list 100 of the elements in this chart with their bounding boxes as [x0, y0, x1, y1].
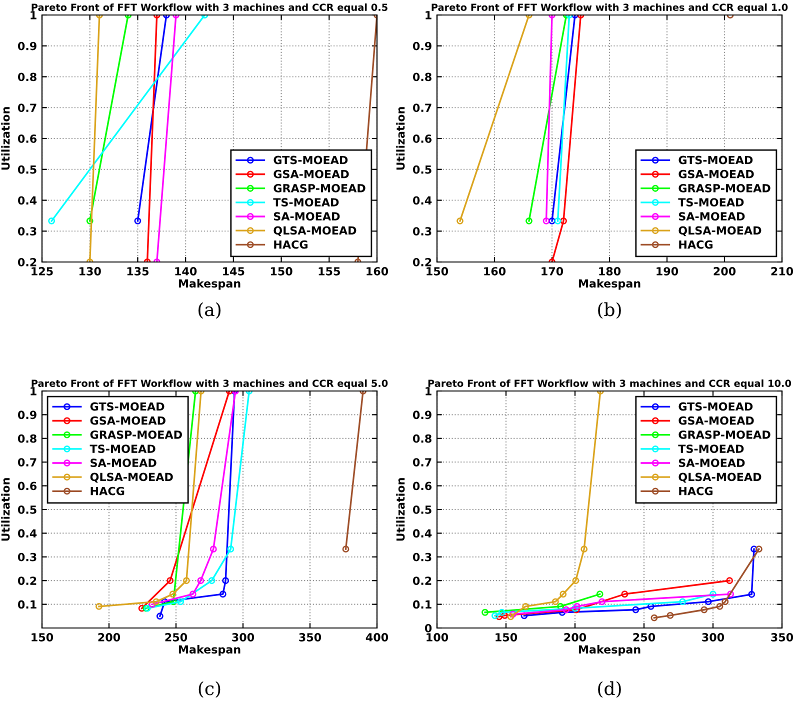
- x-tick-label: 150: [270, 267, 292, 276]
- y-tick-label: 0.4: [412, 196, 432, 205]
- legend-label: GTS-MOEAD: [90, 402, 164, 411]
- y-tick-label: 0.6: [412, 134, 432, 143]
- y-tick-label: 0.3: [18, 227, 36, 236]
- legend-label: SA-MOEAD: [678, 458, 745, 468]
- x-tick-label: 200: [564, 633, 586, 642]
- x-tick-label: 140: [175, 267, 197, 276]
- x-tick-label: 250: [633, 633, 656, 642]
- x-tick-label: 200: [98, 633, 120, 642]
- x-tick-label: 210: [771, 267, 793, 276]
- x-axis-title: Makespan: [178, 279, 240, 290]
- y-tick-label: 0.3: [412, 552, 432, 562]
- x-tick-label: 300: [232, 633, 254, 642]
- legend-label: HACG: [274, 240, 308, 249]
- x-tick-label: 200: [714, 267, 736, 276]
- y-tick-label: 1: [426, 387, 432, 396]
- legend-label: GTS-MOEAD: [678, 402, 753, 411]
- x-tick-label: 130: [80, 267, 101, 276]
- y-tick-label: 0.9: [18, 410, 36, 420]
- legend-label: QLSA-MOEAD: [274, 226, 356, 236]
- x-tick-label: 135: [127, 267, 149, 276]
- chart-title: Pareto Front of FFT Workflow with 3 machines and CCR equal 10.0: [428, 379, 792, 389]
- x-tick-label: 155: [318, 267, 340, 276]
- legend-label: GTS-MOEAD: [678, 156, 753, 164]
- y-axis-title: Utilization: [1, 478, 10, 541]
- y-tick-label: 0.8: [18, 434, 36, 443]
- x-tick-label: 145: [223, 267, 244, 276]
- x-axis-title: Makespan: [578, 645, 640, 656]
- y-tick-label: 0.7: [18, 104, 36, 112]
- y-tick-label: 0.1: [18, 600, 36, 609]
- text: (a): [198, 302, 220, 319]
- legend-label: QLSA-MOEAD: [90, 472, 173, 483]
- y-axis-title: Utilization: [1, 107, 10, 170]
- legend-label: SA-MOEAD: [90, 458, 156, 468]
- legend-label: GTS-MOEAD: [274, 156, 348, 164]
- y-tick-label: 0.5: [412, 505, 432, 514]
- x-tick-label: 350: [771, 633, 793, 642]
- x-tick-label: 250: [165, 633, 188, 642]
- legend-label: TS-MOEAD: [90, 444, 156, 453]
- y-tick-label: 0.3: [18, 552, 36, 562]
- y-tick-label: 0.9: [412, 42, 432, 50]
- y-tick-label: 0.3: [412, 227, 432, 236]
- y-tick-label: 0.4: [18, 529, 37, 538]
- legend-label: GRASP-MOEAD: [678, 430, 770, 439]
- y-tick-label: 0.5: [18, 165, 36, 174]
- y-tick-label: 0.5: [18, 505, 36, 514]
- y-axis-title: Utilization: [396, 478, 405, 541]
- y-tick-label: 1: [30, 387, 36, 396]
- x-tick-label: 300: [702, 633, 724, 642]
- text: (b): [598, 302, 621, 319]
- legend-label: TS-MOEAD: [678, 198, 744, 206]
- y-tick-label: 0.6: [18, 134, 37, 143]
- legend-label: GSA-MOEAD: [274, 170, 349, 178]
- text: (d): [598, 681, 621, 698]
- legend-label: TS-MOEAD: [273, 198, 339, 206]
- x-tick-label: 160: [484, 267, 506, 276]
- legend-label: HACG: [679, 486, 712, 496]
- y-tick-label: 0.4: [412, 529, 432, 538]
- y-tick-label: 0.7: [412, 104, 432, 112]
- legend-label: GSA-MOEAD: [90, 416, 166, 425]
- y-tick-label: 0.1: [412, 600, 432, 609]
- x-tick-label: 150: [426, 267, 448, 276]
- legend-label: GSA-MOEAD: [678, 416, 754, 425]
- x-tick-label: 350: [299, 633, 322, 642]
- x-tick-label: 190: [656, 267, 678, 276]
- legend-label: SA-MOEAD: [274, 212, 340, 221]
- y-tick-label: 0.8: [412, 72, 432, 82]
- x-tick-label: 160: [366, 267, 388, 276]
- y-tick-label: 0.2: [18, 576, 36, 585]
- legend-label: HACG: [679, 240, 712, 249]
- legend-label: GSA-MOEAD: [678, 170, 754, 178]
- legend-label: QLSA-MOEAD: [678, 226, 762, 236]
- y-tick-label: 0.4: [18, 196, 37, 205]
- y-tick-label: 1: [30, 11, 36, 20]
- x-tick-label: 150: [32, 633, 54, 642]
- y-tick-label: 0.8: [18, 72, 36, 82]
- y-tick-label: 0.2: [412, 258, 432, 266]
- x-tick-label: 125: [32, 267, 53, 276]
- chart-title: Pareto Front of FFT Workflow with 3 machines and CCR equal 1.0: [432, 3, 788, 13]
- x-tick-label: 400: [366, 633, 388, 642]
- text: (c): [198, 681, 220, 698]
- y-tick-label: 0.6: [18, 482, 37, 490]
- y-tick-label: 0.2: [18, 258, 36, 266]
- x-tick-label: 100: [426, 633, 448, 642]
- y-tick-label: 0.7: [412, 458, 432, 466]
- legend-label: GRASP-MOEAD: [90, 430, 182, 439]
- legend-label: GRASP-MOEAD: [274, 184, 366, 192]
- y-tick-label: 0.5: [412, 165, 432, 174]
- x-tick-label: 170: [542, 267, 564, 276]
- y-axis-title: Utilization: [396, 107, 405, 170]
- legend-label: GRASP-MOEAD: [678, 184, 770, 192]
- x-tick-label: 150: [496, 633, 518, 642]
- y-tick-label: 0.6: [412, 482, 432, 490]
- x-axis-title: Makespan: [178, 645, 240, 656]
- x-tick-label: 180: [599, 267, 621, 276]
- y-tick-label: 0.9: [412, 410, 432, 420]
- y-tick-label: 0.2: [412, 576, 432, 585]
- y-tick-label: 0.7: [18, 458, 36, 466]
- legend-label: QLSA-MOEAD: [678, 472, 762, 483]
